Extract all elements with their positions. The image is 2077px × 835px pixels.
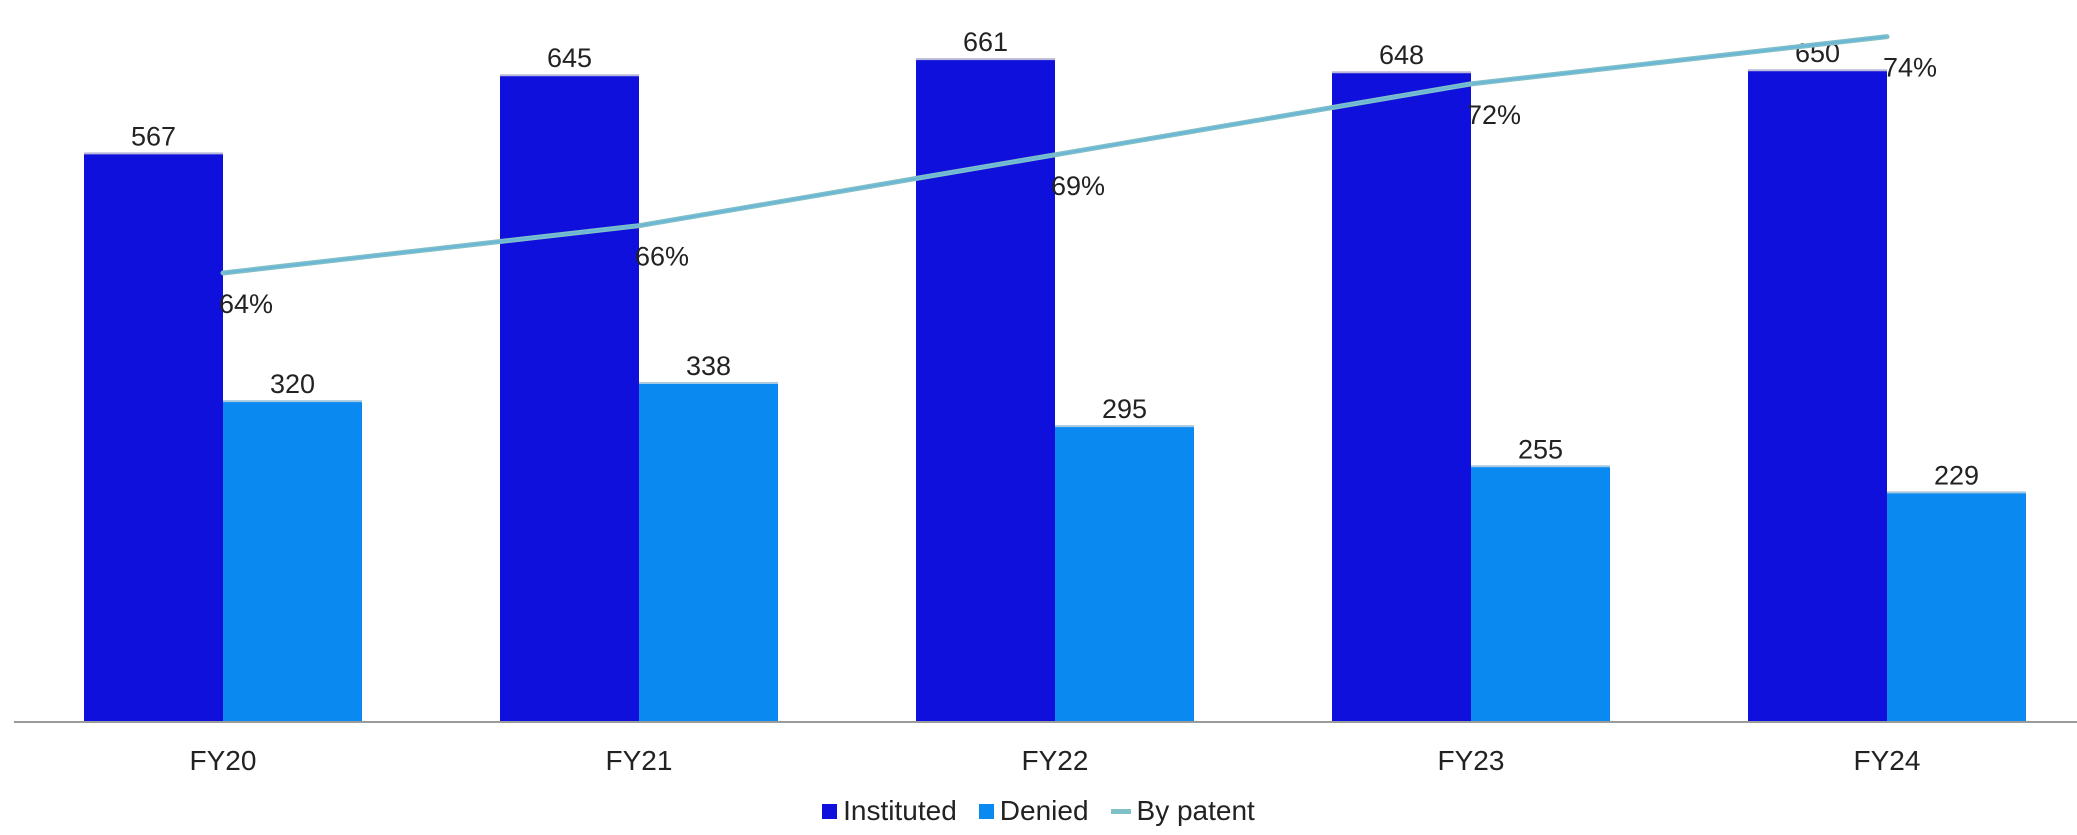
legend-label-denied: Denied	[999, 795, 1089, 826]
point-by-patent-fy22	[1053, 153, 1057, 157]
data-label-instituted-fy22: 661	[963, 27, 1008, 57]
x-tick-fy22: FY22	[1022, 745, 1089, 776]
data-label-instituted-fy20: 567	[131, 121, 176, 151]
data-label-by-patent-fy24: 74%	[1883, 53, 1937, 83]
legend-item-by-patent: By patent	[1110, 795, 1255, 827]
data-label-denied-fy22: 295	[1102, 394, 1147, 424]
bar-denied-fy22	[1055, 426, 1194, 722]
legend-label-by-patent: By patent	[1136, 795, 1255, 826]
bar-instituted-fy20	[84, 153, 223, 723]
bar-instituted-fy21	[500, 75, 639, 723]
data-label-by-patent-fy22: 69%	[1051, 171, 1105, 201]
point-by-patent-fy20	[221, 271, 225, 275]
legend-swatch-denied	[978, 803, 994, 819]
data-label-denied-fy21: 338	[686, 351, 731, 381]
data-label-instituted-fy23: 648	[1379, 40, 1424, 70]
bar-instituted-fy22	[916, 59, 1055, 723]
data-label-by-patent-fy21: 66%	[635, 242, 689, 272]
point-by-patent-fy23	[1469, 82, 1473, 86]
line-layer: 64% 66% 69% 72% 74%	[219, 34, 1937, 319]
x-tick-fy24: FY24	[1854, 745, 1921, 776]
data-label-by-patent-fy23: 72%	[1467, 100, 1521, 130]
data-label-instituted-fy21: 645	[547, 43, 592, 73]
legend-item-instituted: Instituted	[822, 795, 957, 827]
point-by-patent-fy24	[1885, 35, 1889, 39]
legend: Instituted Denied By patent	[0, 795, 2077, 827]
legend-label-instituted: Instituted	[843, 795, 957, 826]
data-label-by-patent-fy20: 64%	[219, 289, 273, 319]
data-label-denied-fy20: 320	[270, 369, 315, 399]
legend-swatch-by-patent	[1110, 808, 1131, 814]
x-tick-fy20: FY20	[190, 745, 257, 776]
x-tick-fy21: FY21	[606, 745, 673, 776]
bar-instituted-fy23	[1332, 72, 1471, 722]
point-by-patent-fy21	[637, 224, 641, 228]
x-tick-labels: FY20 FY21 FY22 FY23 FY24	[190, 745, 1921, 776]
bar-instituted-fy24	[1748, 70, 1887, 722]
bar-denied-fy21	[639, 383, 778, 722]
data-label-denied-fy23: 255	[1518, 434, 1563, 464]
data-label-denied-fy24: 229	[1934, 460, 1979, 490]
bar-denied-fy23	[1471, 466, 1610, 722]
bar-denied-fy24	[1887, 492, 2026, 722]
legend-swatch-instituted	[822, 803, 838, 819]
bar-denied-fy20	[223, 401, 362, 722]
x-tick-fy23: FY23	[1438, 745, 1505, 776]
legend-item-denied: Denied	[978, 795, 1089, 827]
